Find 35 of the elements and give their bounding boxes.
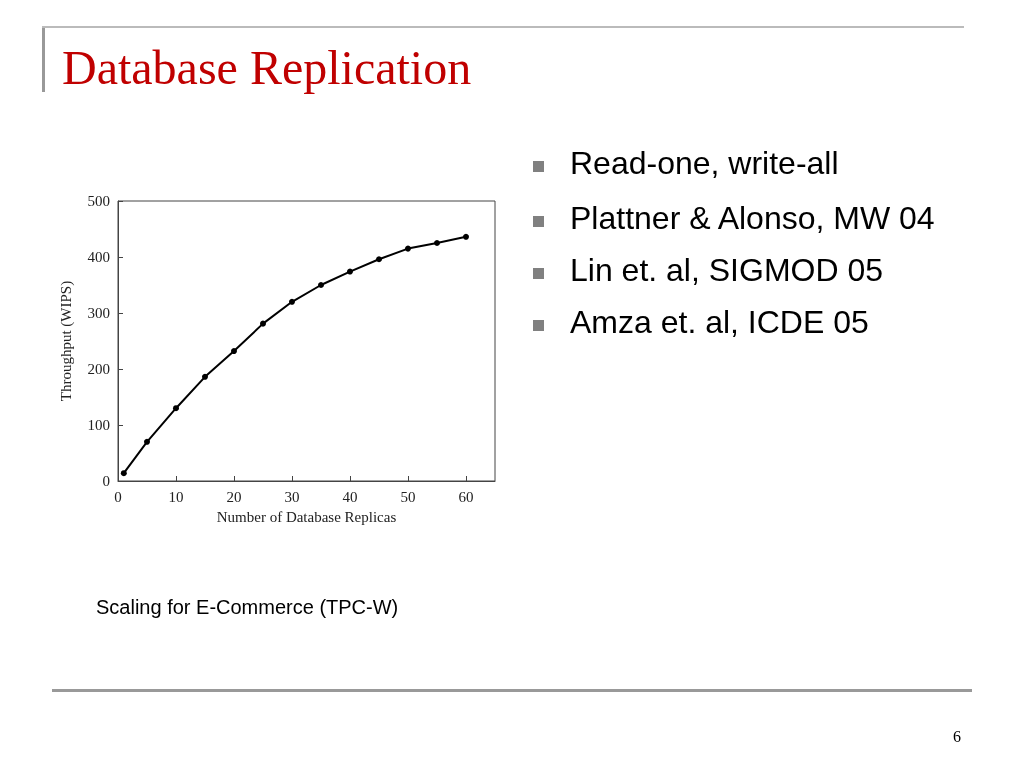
- y-tick-label: 200: [87, 361, 110, 377]
- point: [144, 438, 150, 445]
- point: [260, 320, 266, 327]
- x-tick-label: 0: [114, 488, 122, 505]
- x-tick-label: 60: [458, 488, 474, 505]
- chart-title: Database Replication: [62, 40, 472, 95]
- y-tick-label: 100: [87, 417, 110, 433]
- x-axis-title: Number of Database Replicas: [216, 508, 397, 525]
- point: [202, 373, 208, 380]
- point: [463, 233, 469, 240]
- x-tick-label: 50: [400, 488, 416, 505]
- text: Amza et. al, ICDE 05: [570, 304, 869, 341]
- text: Read-one, write-all: [570, 145, 839, 182]
- point: [289, 298, 295, 305]
- point: [231, 348, 237, 355]
- x-tick-label: 30: [284, 488, 300, 505]
- point: [347, 268, 353, 275]
- point: [318, 282, 324, 288]
- y-tick-label: 0: [102, 473, 110, 489]
- text: Scaling for E-Commerce (TPC-W): [96, 596, 399, 619]
- y-tick-label: 500: [87, 193, 110, 209]
- x-tick-label: 20: [226, 488, 242, 505]
- point: [173, 405, 179, 412]
- y-tick-label: 300: [87, 305, 110, 321]
- point: [434, 240, 440, 246]
- point: [405, 245, 411, 252]
- point: [120, 470, 127, 477]
- point: [376, 256, 382, 263]
- text: Lin et. al, SIGMOD 05: [570, 252, 884, 289]
- x-tick-label: 40: [342, 488, 358, 505]
- y-tick-label: 400: [87, 249, 110, 265]
- text: Plattner & Alonso, MW 04: [570, 200, 935, 237]
- text: 6: [953, 728, 961, 746]
- y-axis-title: Throughput (WIPS): [57, 280, 75, 402]
- x-tick-label: 10: [168, 488, 184, 505]
